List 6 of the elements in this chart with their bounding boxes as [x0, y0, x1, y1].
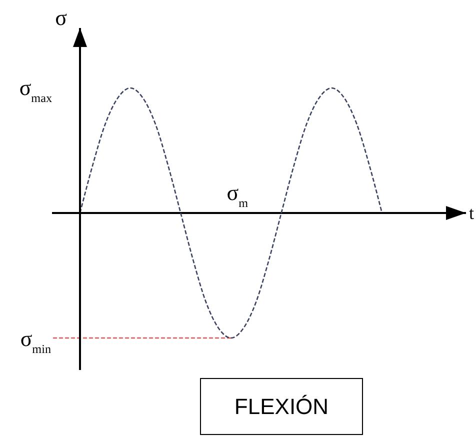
text: σ$_{max}$ — [19, 75, 52, 105]
text: FLEXIÓN — [234, 394, 329, 420]
y-axis-title: σ — [55, 5, 68, 30]
ref-line-label: σ$_{m}$ — [226, 180, 249, 210]
ref-line-label: σ$_{min}$ — [20, 326, 51, 356]
x-axis-title: t — [469, 203, 474, 223]
